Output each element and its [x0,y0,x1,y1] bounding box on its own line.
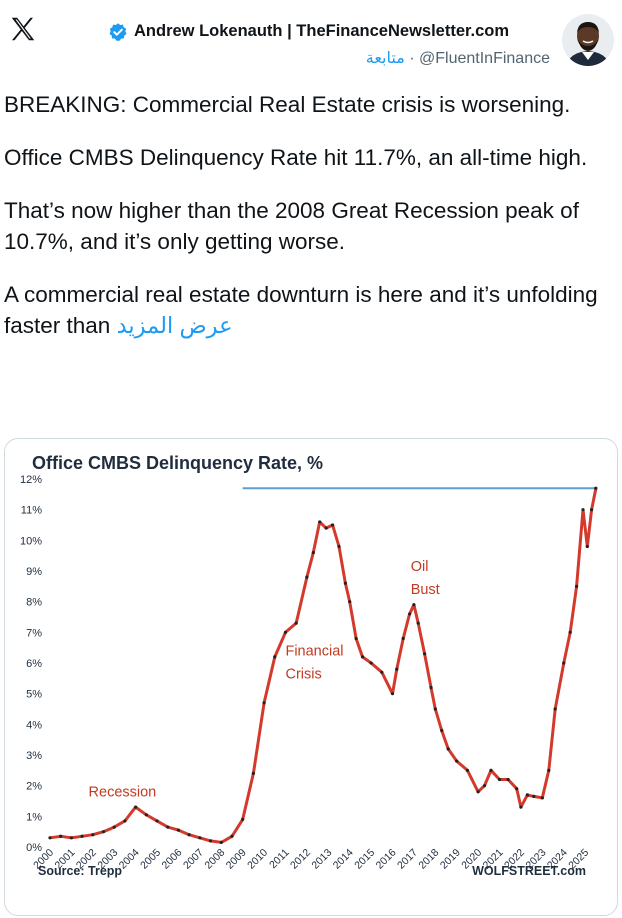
separator: · [409,50,415,67]
avatar-image [562,14,614,66]
author-handle[interactable]: @FluentInFinance [419,50,550,67]
tweet-text: BREAKING: Commercial Real Estate crisis … [4,89,616,363]
author-name[interactable]: Andrew Lokenauth | TheFinanceNewsletter.… [134,22,510,40]
tweet-paragraph-text: A commercial real estate downturn is her… [4,282,598,338]
verified-badge-icon [109,23,127,41]
show-more-link[interactable]: عرض المزيد [116,313,233,338]
chart-image-card[interactable] [4,438,618,916]
chart-title: Office CMBS Delinquency Rate, % [32,453,324,473]
tweet-paragraph-last: A commercial real estate downturn is her… [4,279,616,341]
tweet-paragraph: BREAKING: Commercial Real Estate crisis … [4,92,571,117]
follow-button[interactable]: متابعة [365,50,405,67]
handle-row: متابعة · @FluentInFinance [366,48,550,68]
x-logo-icon[interactable] [8,14,38,44]
tweet-paragraph: Office CMBS Delinquency Rate hit 11.7%, … [4,145,588,170]
avatar[interactable] [562,14,614,66]
tweet-paragraph: That’s now higher than the 2008 Great Re… [4,198,579,254]
